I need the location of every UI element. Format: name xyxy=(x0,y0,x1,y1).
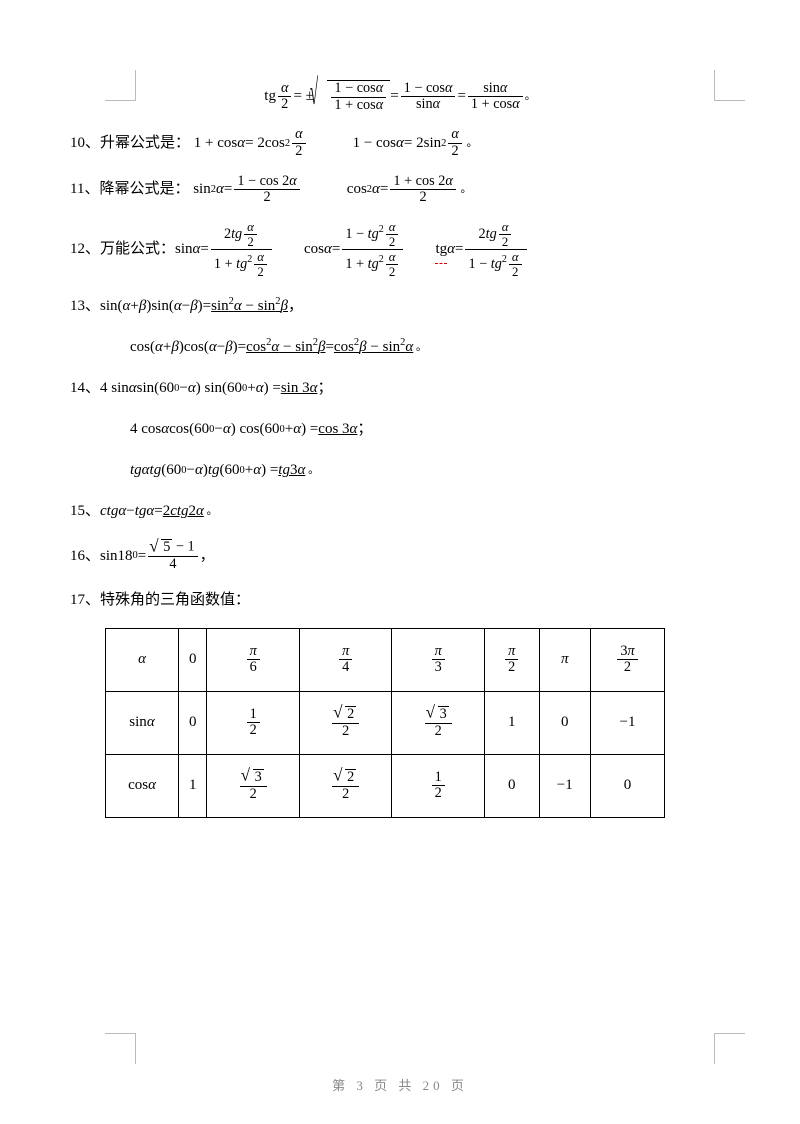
item-10: 10、升幂公式是： 1 + cosα = 2cos2α2 1 − cosα = … xyxy=(70,127,730,159)
footer-text: 页 xyxy=(451,1078,468,1093)
formula-tan-half: tgα2= ± 1 − cosα1 + cosα = 1 − cosαsinα … xyxy=(70,80,730,113)
table-cell: 12 xyxy=(207,691,299,754)
item-13: 13、 sin(α + β)sin(α − β)=sin2α − sin2β， xyxy=(70,293,730,320)
item-17-label: 17、特殊角的三角函数值： xyxy=(70,587,250,614)
table-cell: 0 xyxy=(179,691,207,754)
table-cell: π xyxy=(539,628,590,691)
crop-mark xyxy=(105,70,136,101)
table-cell: 0 xyxy=(539,691,590,754)
item-13-label: 13、 xyxy=(70,293,100,320)
table-cell: 32 xyxy=(392,691,484,754)
table-row: sinα 0 12 22 32 1 0 −1 xyxy=(106,691,665,754)
table-cell: 0 xyxy=(591,754,665,817)
table-cell: α xyxy=(106,628,179,691)
table-cell: π3 xyxy=(392,628,484,691)
table-cell: cosα xyxy=(106,754,179,817)
table-row: cosα 1 32 22 12 0 −1 0 xyxy=(106,754,665,817)
table-cell: 32 xyxy=(207,754,299,817)
table-cell: π4 xyxy=(299,628,391,691)
item-13b: cos(α + β)cos(α − β)=cos2α − sin2β = cos… xyxy=(130,334,730,361)
table-cell: 22 xyxy=(299,754,391,817)
item-14: 14、 4 sinα sin(600 − α) sin(600 + α) = s… xyxy=(70,375,730,402)
item-16-label: 16、 xyxy=(70,543,100,570)
table-cell: −1 xyxy=(591,691,665,754)
content: tgα2= ± 1 − cosα1 + cosα = 1 − cosαsinα … xyxy=(70,80,730,818)
item-17: 17、特殊角的三角函数值： xyxy=(70,587,730,614)
item-15: 15、 ctgα − tgα = 2ctg2α 。 xyxy=(70,498,730,525)
item-11-label: 11、降幂公式是： xyxy=(70,176,189,203)
table-cell: π2 xyxy=(484,628,539,691)
table-cell: sinα xyxy=(106,691,179,754)
table-row-header: α 0 π6 π4 π3 π2 π 3π2 xyxy=(106,628,665,691)
crop-mark xyxy=(714,1033,745,1064)
item-15-label: 15、 xyxy=(70,498,100,525)
item-11: 11、降幂公式是： sin2α = 1 − cos 2α2 cos2α = 1 … xyxy=(70,174,730,206)
crop-mark xyxy=(714,70,745,101)
item-10-label: 10、升幂公式是： xyxy=(70,130,190,157)
page-footer: 第 3 页 共 20 页 xyxy=(0,1075,800,1094)
table-cell: −1 xyxy=(539,754,590,817)
trig-table: α 0 π6 π4 π3 π2 π 3π2 sinα 0 12 22 32 1 … xyxy=(105,628,665,818)
table-cell: 1 xyxy=(484,691,539,754)
item-14-label: 14、 xyxy=(70,375,100,402)
item-14b: 4 cosα cos(600 − α) cos(600 + α) = cos 3… xyxy=(130,416,730,443)
item-16: 16、 sin180= 5 − 14 ， xyxy=(70,539,730,572)
item-12: 12、万能公式： sinα = 2tgα2 1 + tg2α2 cosα = 1… xyxy=(70,220,730,279)
table-cell: 3π2 xyxy=(591,628,665,691)
crop-mark xyxy=(105,1033,136,1064)
footer-total: 20 xyxy=(423,1078,444,1093)
table-cell: 22 xyxy=(299,691,391,754)
footer-current: 3 xyxy=(356,1078,367,1093)
footer-text: 页 共 xyxy=(374,1078,415,1093)
item-14c: tgαtg(600 − α)tg(600 + α) = tg3α 。 xyxy=(130,457,730,484)
table-cell: 12 xyxy=(392,754,484,817)
item-12-label: 12、万能公式： xyxy=(70,236,175,263)
table-cell: 0 xyxy=(484,754,539,817)
footer-text: 第 xyxy=(332,1078,349,1093)
page: tgα2= ± 1 − cosα1 + cosα = 1 − cosαsinα … xyxy=(0,0,800,1124)
table-cell: 1 xyxy=(179,754,207,817)
table-cell: π6 xyxy=(207,628,299,691)
table-cell: 0 xyxy=(179,628,207,691)
